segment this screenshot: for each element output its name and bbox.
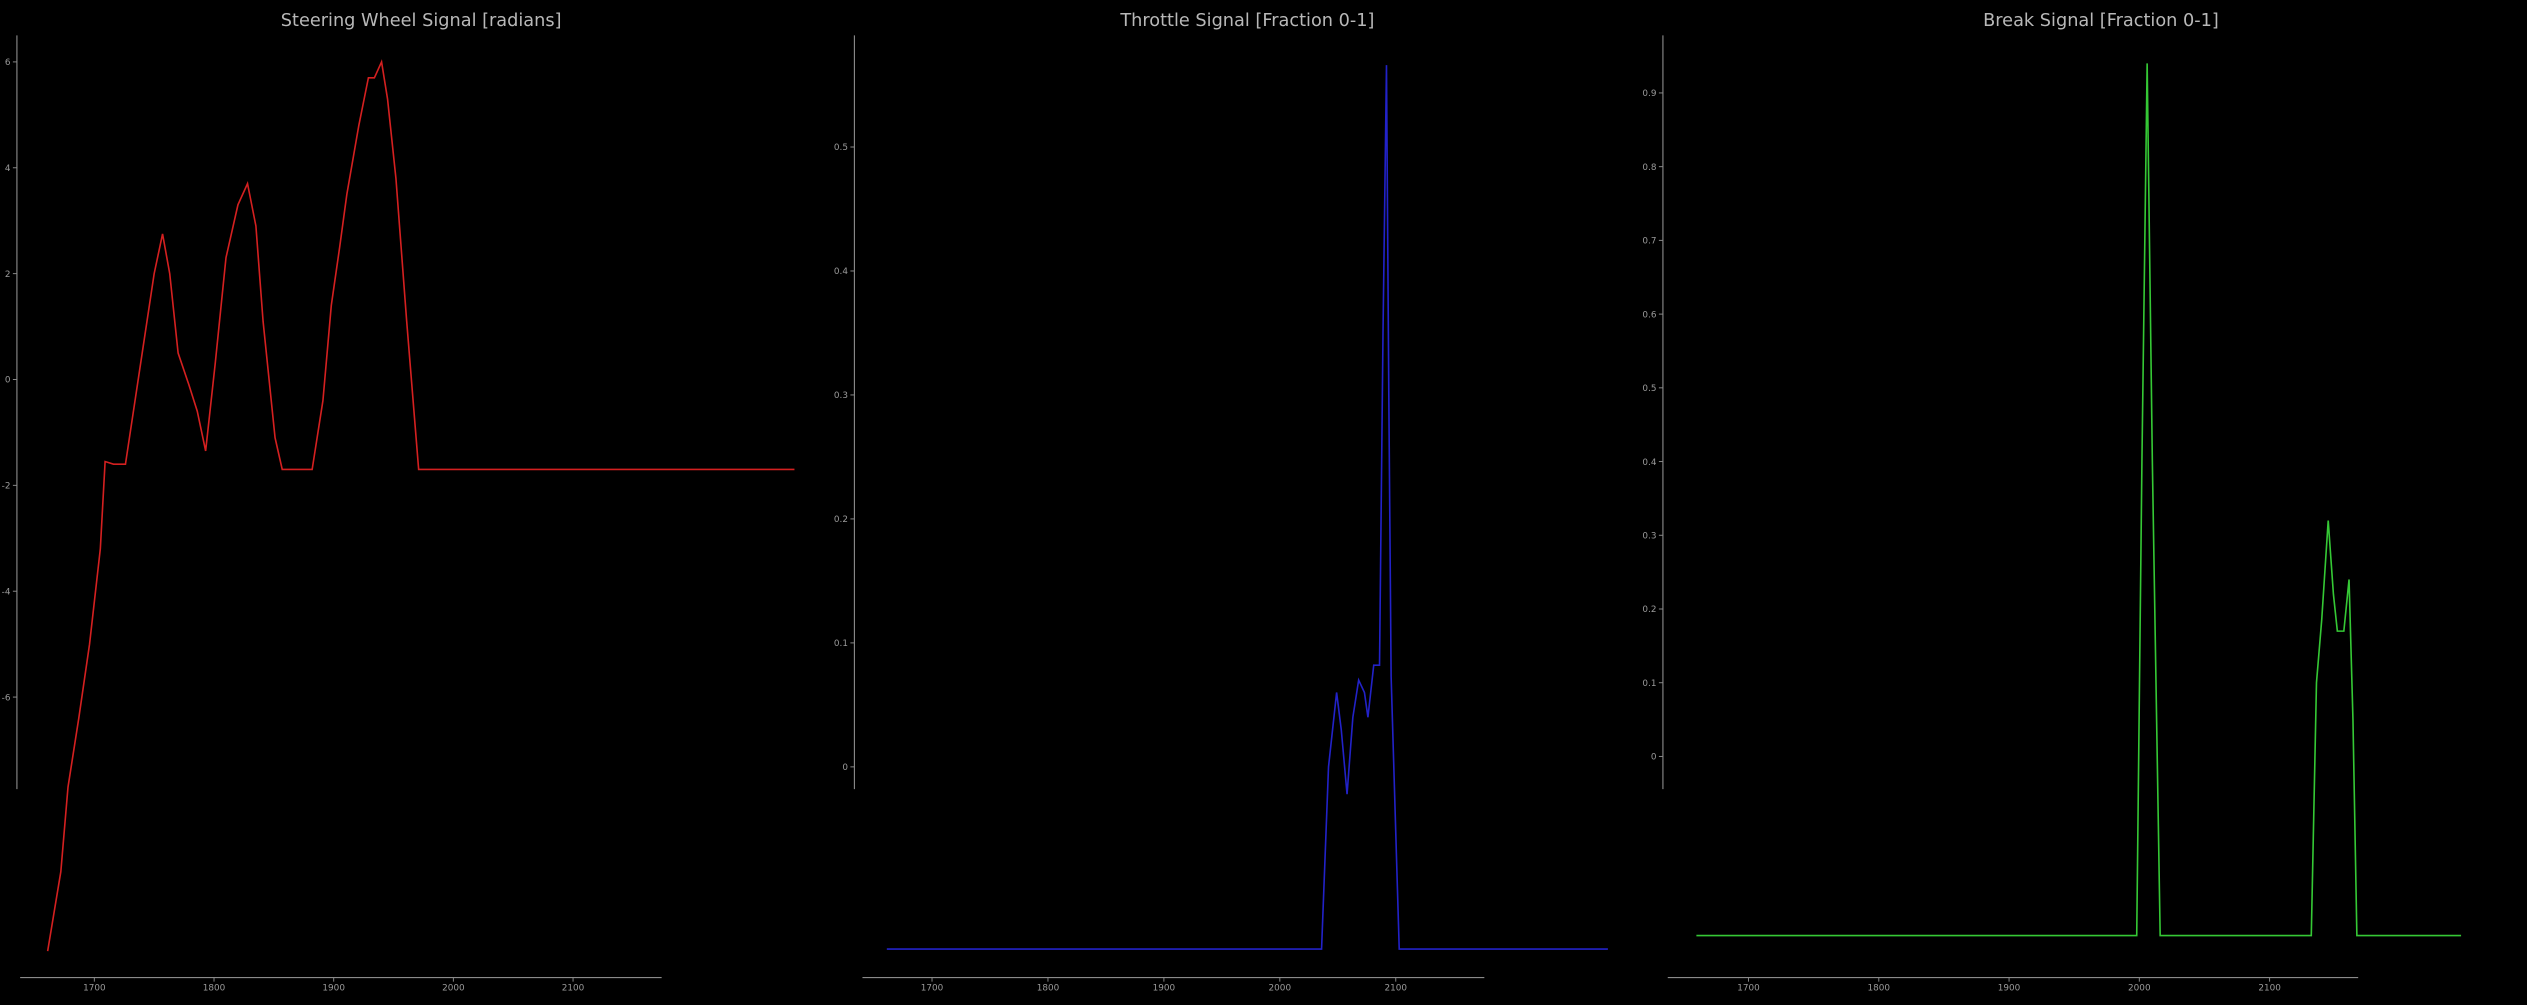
y-tick-label: 0	[5, 376, 11, 386]
y-tick-label: 0.9	[1642, 89, 1656, 99]
y-tick-label: 0	[1651, 753, 1657, 763]
y-tick-label: 0.4	[1642, 458, 1656, 468]
y-tick-label: 0.8	[1642, 163, 1656, 173]
x-tick-label: 1700	[921, 984, 944, 994]
x-tick-label: 2000	[442, 984, 465, 994]
y-tick-label: -4	[2, 587, 11, 597]
x-tick-label: 1700	[1737, 984, 1760, 994]
x-tick-label: 1900	[1998, 984, 2021, 994]
y-tick-label: 0.5	[1642, 384, 1656, 394]
chart-panel: Break Signal [Fraction 0-1] 0 0.1 0.2 0.3 0.4…	[1642, 11, 2462, 994]
y-tick-label: -6	[2, 693, 11, 703]
y-tick-label: 0.2	[1642, 605, 1656, 615]
x-tick-label: 2100	[562, 984, 585, 994]
y-tick-label: 4	[5, 164, 11, 174]
signal-line	[1696, 63, 2462, 937]
x-tick-label: 2000	[1269, 984, 1292, 994]
y-tick-label: 0.4	[834, 267, 848, 277]
x-tick-label: 1900	[1153, 984, 1176, 994]
y-tick-label: 0.5	[834, 143, 848, 153]
x-tick-label: 1700	[83, 984, 106, 994]
y-tick-label: 0.3	[834, 391, 848, 401]
x-tick-label: 2100	[1384, 984, 1407, 994]
chart-title: Throttle Signal [Fraction 0-1]	[1119, 11, 1374, 31]
y-tick-label: 0	[842, 763, 848, 773]
y-tick-label: 2	[5, 270, 11, 280]
x-tick-label: 1900	[322, 984, 345, 994]
chart-title: Steering Wheel Signal [radians]	[281, 11, 562, 31]
y-tick-label: 0.6	[1642, 310, 1656, 320]
y-tick-label: 0.7	[1642, 237, 1656, 247]
chart-panel: Throttle Signal [Fraction 0-1] 0 0.1 0.2 0.3…	[834, 11, 1608, 994]
x-tick-label: 2000	[2128, 984, 2151, 994]
y-tick-label: -2	[2, 482, 11, 492]
y-tick-label: 0.3	[1642, 531, 1656, 541]
chart-title: Break Signal [Fraction 0-1]	[1983, 11, 2219, 31]
signal-line	[886, 65, 1608, 950]
chart-panel: Steering Wheel Signal [radians] -6 -4 -2 0 2 4…	[2, 11, 795, 994]
x-tick-label: 1800	[1868, 984, 1891, 994]
y-tick-label: 0.2	[834, 515, 848, 525]
x-tick-label: 1800	[203, 984, 226, 994]
y-tick-label: 0.1	[834, 639, 848, 649]
signal-line	[46, 59, 795, 952]
y-tick-label: 6	[5, 58, 11, 68]
x-tick-label: 1800	[1037, 984, 1060, 994]
x-tick-label: 2100	[2258, 984, 2281, 994]
y-tick-label: 0.1	[1642, 679, 1656, 689]
